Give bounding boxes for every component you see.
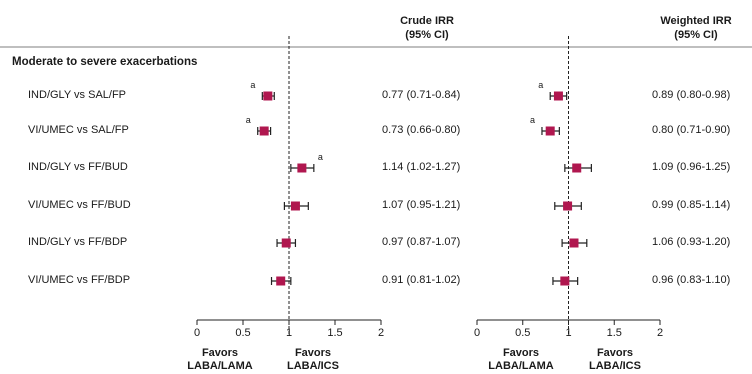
- comparison-label: VI/UMEC vs FF/BDP: [28, 274, 131, 286]
- weighted-tick-label: 1: [565, 327, 571, 339]
- crude-footnote-marker: a: [246, 115, 251, 125]
- crude-irr-header-line2: (95% CI): [405, 29, 449, 41]
- crude-footnote-marker: a: [250, 80, 255, 90]
- crude-irr-value: 0.77 (0.71-0.84): [382, 89, 461, 101]
- favors-left-line2: LABA/LAMA: [187, 360, 253, 372]
- crude-irr-header: Crude IRR (95% CI): [382, 14, 472, 42]
- weighted-tick-label: 1.5: [607, 327, 622, 339]
- crude-estimate-marker: [276, 276, 286, 286]
- favors-laba-lama-left: Favors LABA/LAMA: [175, 347, 265, 373]
- weighted-irr-header-line2: (95% CI): [674, 29, 718, 41]
- favors-right-line1-b: Favors: [596, 347, 634, 359]
- crude-irr-value: 1.07 (0.95-1.21): [382, 199, 461, 211]
- weighted-tick-label: 2: [657, 327, 663, 339]
- crude-tick-label: 2: [378, 327, 384, 339]
- favors-right-line2-b: LABA/ICS: [589, 360, 641, 372]
- weighted-estimate-marker: [569, 238, 579, 248]
- crude-tick-label: 1: [286, 327, 292, 339]
- crude-irr-value: 0.97 (0.87-1.07): [382, 236, 461, 248]
- weighted-estimate-marker: [572, 163, 582, 173]
- weighted-irr-value: 0.99 (0.85-1.14): [652, 199, 731, 211]
- weighted-tick-label: 0.5: [515, 327, 530, 339]
- weighted-irr-value: 0.89 (0.80-0.98): [652, 89, 731, 101]
- weighted-irr-header: Weighted IRR (95% CI): [646, 14, 746, 42]
- comparison-label: IND/GLY vs SAL/FP: [28, 89, 127, 101]
- favors-left-line1-b: Favors: [502, 347, 540, 359]
- comparison-label: IND/GLY vs FF/BDP: [28, 236, 128, 248]
- favors-left-line2-b: LABA/LAMA: [488, 360, 554, 372]
- comparison-label: VI/UMEC vs SAL/FP: [28, 124, 129, 136]
- favors-laba-ics-right: Favors LABA/ICS: [570, 347, 660, 373]
- favors-laba-lama-right: Favors LABA/LAMA: [476, 347, 566, 373]
- comparison-label: VI/UMEC vs FF/BUD: [28, 199, 131, 211]
- crude-estimate-marker: [263, 91, 273, 101]
- weighted-estimate-marker: [553, 91, 563, 101]
- weighted-estimate-marker: [560, 276, 570, 286]
- crude-irr-value: 0.91 (0.81-1.02): [382, 274, 461, 286]
- crude-irr-header-line1: Crude IRR: [400, 15, 454, 27]
- crude-estimate-marker: [281, 238, 291, 248]
- comparison-label: IND/GLY vs FF/BUD: [28, 161, 128, 173]
- weighted-irr-value: 0.80 (0.71-0.90): [652, 124, 731, 136]
- favors-right-line1: Favors: [294, 347, 332, 359]
- weighted-estimate-marker: [545, 126, 555, 136]
- crude-footnote-marker: a: [318, 152, 323, 162]
- favors-right-line2: LABA/ICS: [287, 360, 339, 372]
- weighted-irr-value: 1.06 (0.93-1.20): [652, 236, 731, 248]
- crude-estimate-marker: [259, 126, 269, 136]
- section-label: Moderate to severe exacerbations: [12, 56, 198, 68]
- weighted-irr-value: 0.96 (0.83-1.10): [652, 274, 731, 286]
- weighted-estimate-marker: [563, 201, 573, 211]
- weighted-footnote-marker: a: [538, 80, 543, 90]
- crude-estimate-marker: [297, 163, 307, 173]
- weighted-irr-value: 1.09 (0.96-1.25): [652, 161, 731, 173]
- favors-left-line1: Favors: [201, 347, 239, 359]
- crude-irr-value: 0.73 (0.66-0.80): [382, 124, 461, 136]
- crude-irr-value: 1.14 (1.02-1.27): [382, 161, 461, 173]
- weighted-tick-label: 0: [474, 327, 480, 339]
- crude-estimate-marker: [290, 201, 300, 211]
- crude-tick-label: 1.5: [327, 327, 342, 339]
- favors-laba-ics-left: Favors LABA/ICS: [268, 347, 358, 373]
- weighted-footnote-marker: a: [530, 115, 535, 125]
- crude-tick-label: 0: [194, 327, 200, 339]
- crude-tick-label: 0.5: [235, 327, 250, 339]
- weighted-irr-header-line1: Weighted IRR: [660, 15, 732, 27]
